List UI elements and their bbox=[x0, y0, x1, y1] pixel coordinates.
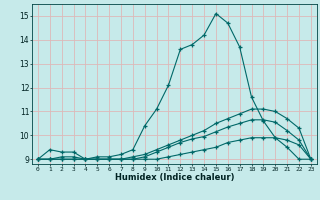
X-axis label: Humidex (Indice chaleur): Humidex (Indice chaleur) bbox=[115, 173, 234, 182]
